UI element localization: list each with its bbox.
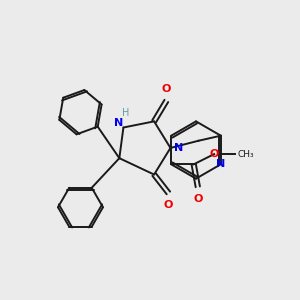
Text: O: O	[162, 84, 171, 94]
Text: N: N	[216, 159, 225, 169]
Text: N: N	[114, 118, 123, 128]
Text: O: O	[209, 149, 219, 159]
Text: O: O	[193, 194, 203, 204]
Text: H: H	[122, 108, 129, 118]
Text: N: N	[173, 143, 183, 153]
Text: CH₃: CH₃	[238, 150, 254, 159]
Text: O: O	[164, 200, 173, 210]
